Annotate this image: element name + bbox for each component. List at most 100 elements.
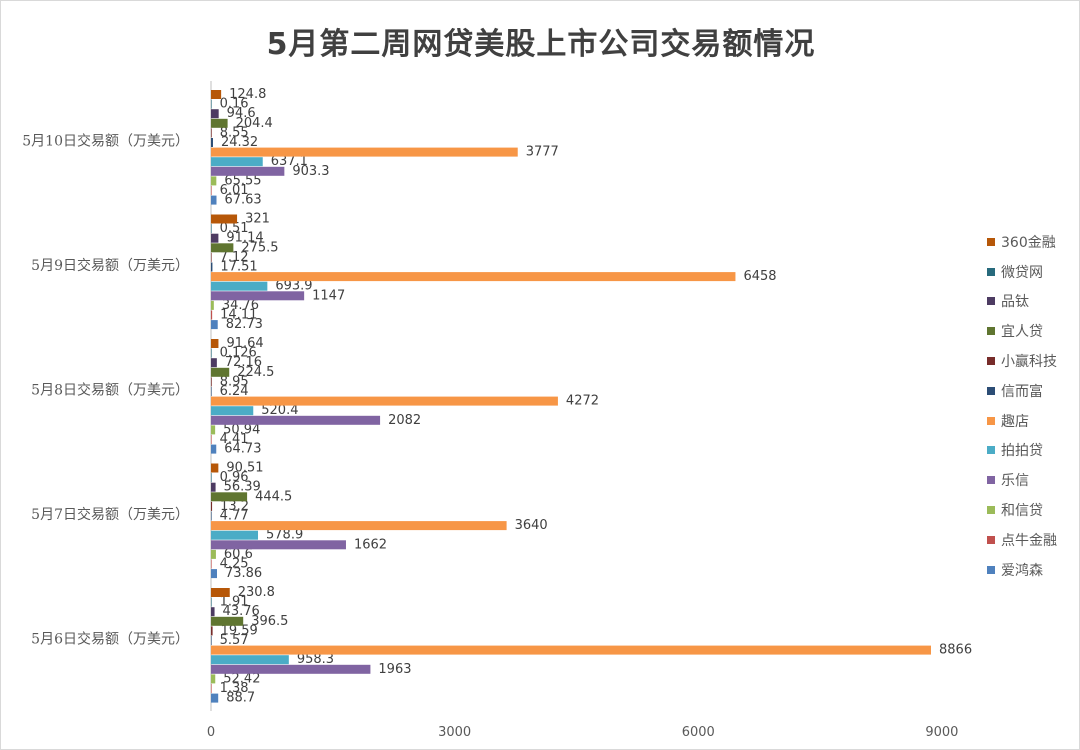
data-label: 124.8 xyxy=(229,87,266,102)
data-label: 0.126 xyxy=(220,346,257,361)
bar xyxy=(211,597,212,607)
data-label: 230.8 xyxy=(238,585,275,600)
legend-swatch xyxy=(987,535,995,544)
legend-label: 乐信 xyxy=(1001,473,1029,490)
legend-label: 拍拍贷 xyxy=(1001,443,1043,460)
bar xyxy=(211,387,212,396)
data-label: 0.16 xyxy=(220,97,249,112)
legend-label: 360金融 xyxy=(1001,234,1056,251)
legend-item: 趣店 xyxy=(987,406,1079,436)
data-label: 1147 xyxy=(312,288,345,303)
bar xyxy=(211,435,212,444)
data-label: 4.25 xyxy=(220,557,249,572)
bar xyxy=(211,569,217,579)
bar xyxy=(211,90,222,99)
bar xyxy=(211,195,217,205)
legend-swatch xyxy=(987,297,995,306)
legend-swatch xyxy=(987,506,995,515)
data-label: 34.76 xyxy=(222,298,259,313)
legend-swatch xyxy=(987,237,995,246)
data-label: 5.57 xyxy=(220,633,249,648)
bar xyxy=(211,616,244,626)
data-label: 1662 xyxy=(354,537,387,552)
bar xyxy=(211,655,289,665)
bar xyxy=(211,243,234,253)
x-tick-label: 3000 xyxy=(438,725,471,740)
legend-label: 趣店 xyxy=(1001,413,1029,430)
bar xyxy=(211,482,216,492)
legend-swatch xyxy=(987,565,995,574)
data-label: 88.7 xyxy=(226,691,255,706)
legend-swatch xyxy=(987,476,995,485)
data-label: 1963 xyxy=(378,662,411,677)
legend-label: 微贷网 xyxy=(1001,264,1043,281)
bar xyxy=(211,166,285,176)
bar xyxy=(211,224,212,234)
bar xyxy=(211,99,212,109)
data-label: 94.6 xyxy=(227,106,256,121)
data-label: 67.63 xyxy=(224,193,261,208)
data-label: 1.38 xyxy=(220,681,249,696)
data-label: 520.4 xyxy=(261,403,298,418)
data-label: 4.41 xyxy=(220,432,249,447)
data-label: 19.59 xyxy=(221,623,258,638)
legend: 360金融 微贷网 品钛 宜人贷 小赢科技 信而富 趣店 拍拍贷 乐信 和信贷 点牛金融 爱鸿森 xyxy=(987,227,1079,585)
bar xyxy=(211,291,305,301)
bar xyxy=(211,511,212,521)
data-label: 7.12 xyxy=(220,250,249,265)
data-label: 64.73 xyxy=(224,442,261,457)
data-label: 0.96 xyxy=(220,470,249,485)
bar xyxy=(211,186,212,195)
bar xyxy=(211,406,254,416)
data-label: 73.86 xyxy=(225,566,262,581)
bar xyxy=(211,415,381,425)
data-label: 24.32 xyxy=(221,135,258,150)
bar xyxy=(211,693,219,703)
data-label: 60.6 xyxy=(224,547,253,562)
bar xyxy=(211,501,213,511)
data-label: 903.3 xyxy=(292,164,329,179)
bar xyxy=(211,636,212,645)
data-label: 444.5 xyxy=(255,489,292,504)
data-label: 396.5 xyxy=(251,614,288,629)
data-label: 3777 xyxy=(526,145,559,160)
bar xyxy=(211,492,248,502)
bar xyxy=(211,281,268,291)
bar xyxy=(211,118,228,128)
legend-label: 爱鸿森 xyxy=(1001,562,1043,579)
data-label: 2082 xyxy=(388,413,421,428)
bar xyxy=(211,473,212,483)
bar xyxy=(211,521,507,531)
legend-swatch xyxy=(987,416,995,425)
data-label: 6.01 xyxy=(220,183,249,198)
data-label: 6458 xyxy=(743,269,776,284)
bar xyxy=(211,588,230,597)
data-label: 0.51 xyxy=(220,221,249,236)
bar xyxy=(211,549,216,559)
legend-label: 和信贷 xyxy=(1001,503,1043,520)
bar xyxy=(211,367,230,377)
data-label: 43.76 xyxy=(223,604,260,619)
data-label: 91.14 xyxy=(226,231,263,246)
legend-item: 乐信 xyxy=(987,465,1079,495)
data-label: 693.9 xyxy=(275,279,312,294)
bar xyxy=(211,444,217,454)
bar xyxy=(211,530,259,540)
legend-swatch xyxy=(987,446,995,455)
category-label: 5月7日交易额（万美元） xyxy=(31,506,189,523)
bar xyxy=(211,396,558,406)
bar xyxy=(211,138,213,147)
bar xyxy=(211,674,216,684)
legend-label: 品钛 xyxy=(1001,294,1029,311)
data-label: 204.4 xyxy=(236,116,273,131)
data-label: 82.73 xyxy=(226,317,263,332)
data-label: 958.3 xyxy=(297,652,334,667)
data-label: 56.39 xyxy=(224,480,261,495)
legend-item: 360金融 xyxy=(987,227,1079,257)
bar xyxy=(211,377,212,387)
data-label: 321 xyxy=(245,212,270,227)
category-label: 5月6日交易额（万美元） xyxy=(31,630,189,647)
bar xyxy=(211,684,212,693)
category-label: 5月8日交易额（万美元） xyxy=(31,381,189,398)
data-label: 14.11 xyxy=(220,308,257,323)
